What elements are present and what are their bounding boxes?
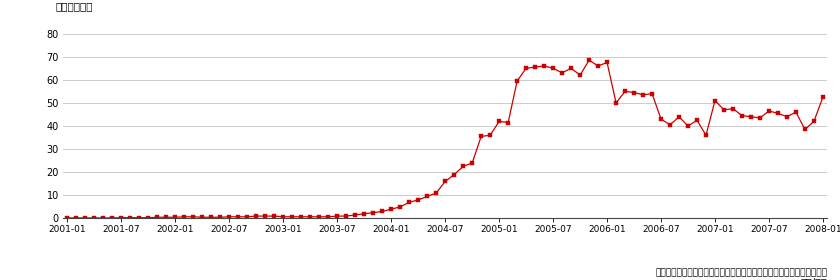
Text: （万ブログ）: （万ブログ） — [55, 1, 93, 11]
Text: （年/月）: （年/月） — [801, 277, 827, 280]
Text: （出典）総務省情報通信政策研究所「ブログの実態に関する調査研究」: （出典）総務省情報通信政策研究所「ブログの実態に関する調査研究」 — [655, 268, 827, 277]
